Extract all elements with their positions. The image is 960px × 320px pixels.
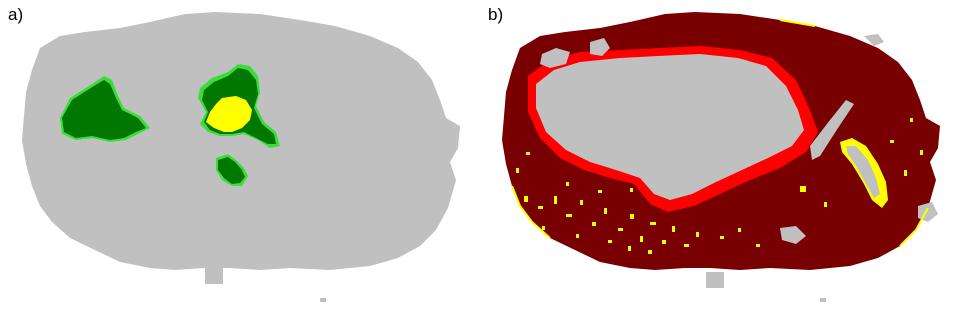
patch-left	[62, 80, 146, 140]
gray-notch-top-left	[540, 48, 570, 68]
panel-b-label: b)	[488, 5, 504, 24]
central-gray	[536, 54, 804, 200]
gray-blob-right-2	[780, 226, 806, 244]
panel-a-map	[22, 12, 460, 302]
gray-blob-right-3	[864, 34, 884, 46]
panel-b: b)	[480, 0, 960, 320]
yellow-speckles	[516, 118, 923, 254]
panel-a-label: a)	[8, 5, 24, 24]
island-islet	[205, 268, 223, 284]
gray-streak	[810, 100, 854, 160]
patch-bottom	[218, 157, 245, 184]
islet-gray	[706, 272, 724, 288]
gray-inside-yellow	[846, 146, 880, 198]
panel-b-map	[502, 12, 940, 302]
speck-gray	[820, 298, 826, 302]
panel-a: a)	[8, 5, 460, 302]
yellow-edge-top	[779, 19, 816, 27]
island-speck	[320, 298, 326, 302]
gray-notch-top-right	[590, 38, 610, 56]
yellow-edge-right	[899, 207, 929, 247]
yellow-edge-left	[511, 185, 551, 239]
island-land	[22, 12, 460, 270]
patch-center-core	[206, 96, 252, 132]
